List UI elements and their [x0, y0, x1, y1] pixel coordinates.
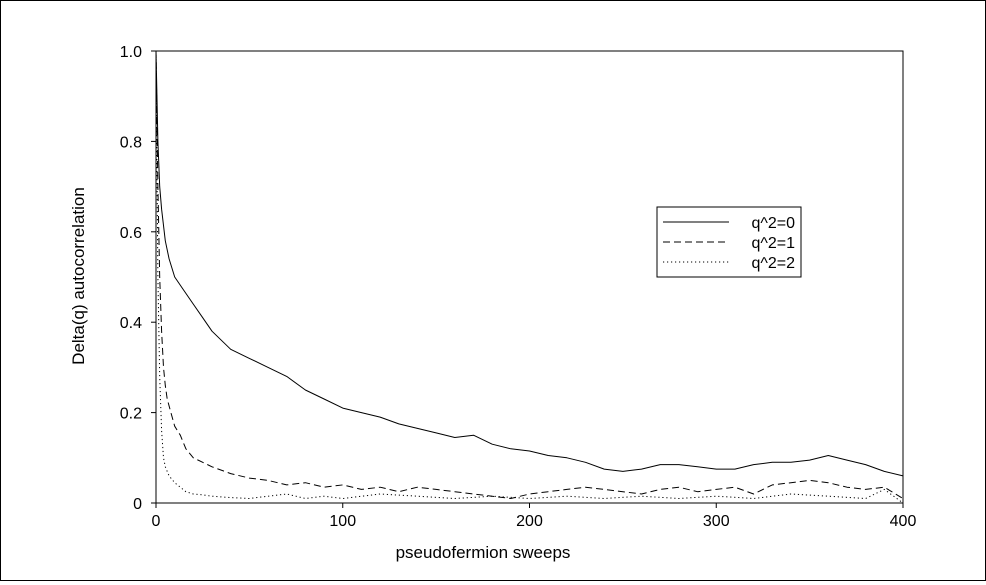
- series-line-2: [155, 50, 904, 499]
- x-axis-label: pseudofermion sweeps: [396, 543, 571, 562]
- x-tick-label: 0: [152, 513, 161, 530]
- y-tick-label: 0.4: [120, 315, 142, 332]
- x-tick-label: 400: [890, 513, 917, 530]
- legend-label-3: q^2=2: [751, 255, 795, 272]
- series-line-1: [155, 50, 904, 477]
- series-layer: [155, 50, 904, 504]
- y-axis-label: Delta(q) autocorrelation: [69, 187, 88, 365]
- y-tick-label: 1.0: [120, 44, 142, 61]
- x-tick-label: 200: [516, 513, 543, 530]
- x-tick-label: 100: [329, 513, 356, 530]
- legend: q^2=0 q^2=1 q^2=2: [656, 206, 802, 278]
- y-tick-label: 0.2: [120, 406, 142, 423]
- legend-label-1: q^2=0: [751, 215, 795, 232]
- legend-label-2: q^2=1: [751, 235, 795, 252]
- axes: 0 100 200 300 400 0 0.2 0.4 0.6 0.8 1.0: [120, 44, 917, 530]
- y-tick-label: 0.6: [120, 225, 142, 242]
- series-line-3: [155, 50, 904, 504]
- x-tick-label: 300: [703, 513, 730, 530]
- y-tick-label: 0.8: [120, 134, 142, 151]
- y-tick-label: 0: [133, 496, 142, 513]
